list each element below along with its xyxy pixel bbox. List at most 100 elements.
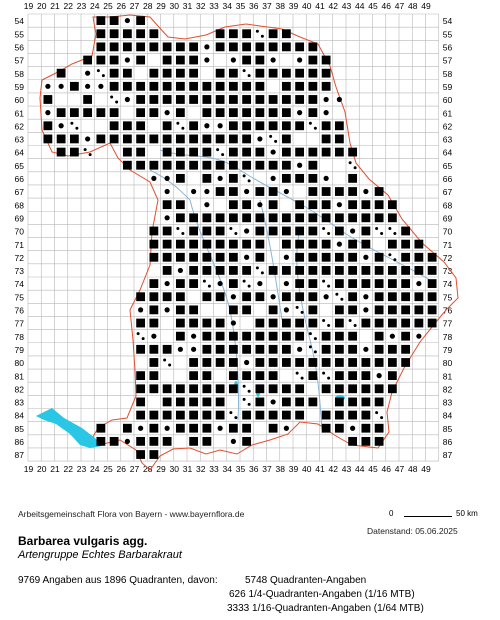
y-label-left: 65 <box>15 161 25 171</box>
quadrant-marker <box>427 318 437 328</box>
quadrant-marker <box>334 331 344 341</box>
quadrant-marker <box>175 134 185 144</box>
quadrant-marker <box>189 226 199 236</box>
y-label-left: 69 <box>15 213 25 223</box>
quadrant-marker <box>374 318 384 328</box>
x-label-top: 23 <box>77 1 87 11</box>
quadrant-marker <box>149 42 159 52</box>
quadrant-marker <box>149 344 159 354</box>
quarter-quadrant-marker <box>244 254 250 260</box>
quadrant-marker <box>43 95 53 104</box>
y-label-right: 85 <box>443 424 453 434</box>
quadrant-marker <box>228 173 238 183</box>
quadrant-marker <box>175 160 185 170</box>
quarter-quadrant-marker <box>204 44 210 50</box>
quarter-quadrant-marker <box>45 83 51 89</box>
quadrant-marker <box>149 410 159 420</box>
quadrant-marker <box>268 266 278 275</box>
x-label-top: 32 <box>196 1 206 11</box>
quarter-quadrant-marker <box>244 228 250 234</box>
quadrant-marker <box>414 252 424 262</box>
y-label-right: 77 <box>443 319 453 329</box>
quadrant-marker <box>162 410 172 420</box>
x-label-bottom: 48 <box>408 464 418 474</box>
quadrant-marker <box>228 239 238 249</box>
quadrant-marker <box>189 318 199 328</box>
quadrant-marker <box>202 358 212 367</box>
quadrant-marker <box>295 95 305 104</box>
quarter-quadrant-marker <box>164 425 170 431</box>
quarter-quadrant-marker <box>204 57 210 63</box>
quadrant-marker <box>387 305 397 315</box>
quadrant-marker <box>202 81 212 91</box>
quadrant-marker <box>281 42 291 52</box>
quadrant-marker <box>189 134 199 144</box>
quadrant-marker <box>281 160 291 170</box>
quadrant-marker <box>56 147 66 157</box>
quadrant-marker <box>122 68 132 78</box>
x-label-bottom: 35 <box>236 464 246 474</box>
quadrant-marker <box>295 213 305 223</box>
quarter-quadrant-marker <box>350 228 356 234</box>
sixteenth-quadrant-marker <box>247 284 251 288</box>
quadrant-marker <box>189 252 199 262</box>
quadrant-marker <box>255 239 265 249</box>
quarter-quadrant-marker <box>98 83 104 89</box>
quadrant-marker <box>348 305 358 315</box>
quadrant-marker <box>374 292 384 302</box>
quadrant-marker <box>295 410 305 420</box>
quarter-quadrant-marker <box>323 96 329 103</box>
y-label-right: 54 <box>443 16 453 26</box>
quadrant-marker <box>308 397 318 407</box>
sixteenth-quadrant-marker <box>327 284 331 288</box>
quadrant-marker <box>215 358 225 367</box>
quadrant-marker <box>202 160 212 170</box>
sixteenth-quadrant-marker <box>353 166 357 170</box>
quarter-quadrant-marker <box>416 333 422 339</box>
quarter-quadrant-marker <box>151 333 157 339</box>
quadrant-marker <box>281 213 291 223</box>
quadrant-marker <box>308 42 318 52</box>
quadrant-marker <box>334 397 344 407</box>
y-label-left: 81 <box>15 371 25 381</box>
quarter-quadrant-marker <box>230 320 236 326</box>
y-label-right: 80 <box>443 358 453 368</box>
quadrant-marker <box>268 108 278 118</box>
quadrant-marker <box>321 200 331 210</box>
quarter-quadrant-marker <box>244 359 250 366</box>
quarter-quadrant-marker <box>58 123 64 129</box>
quadrant-marker <box>162 95 172 104</box>
y-label-right: 65 <box>443 161 453 171</box>
y-label-right: 84 <box>443 411 453 421</box>
y-label-right: 55 <box>443 29 453 39</box>
quadrant-marker <box>255 226 265 236</box>
sixteenth-quadrant-marker <box>269 134 273 138</box>
sixteenth-quadrant-marker <box>242 384 246 388</box>
y-label-left: 83 <box>15 398 25 408</box>
quadrant-marker <box>295 173 305 183</box>
quadrant-marker <box>281 95 291 104</box>
x-label-bottom: 31 <box>183 464 193 474</box>
quadrant-marker <box>242 134 252 144</box>
quadrant-marker <box>334 266 344 275</box>
quarter-quadrant-marker <box>85 70 91 76</box>
quadrant-marker <box>374 213 384 223</box>
quadrant-marker <box>56 68 66 78</box>
quadrant-marker <box>414 305 424 315</box>
sixteenth-quadrant-marker <box>322 371 326 375</box>
x-label-top: 43 <box>342 1 352 11</box>
quarter-quadrant-marker <box>376 373 382 379</box>
quadrant-marker <box>321 384 331 394</box>
x-label-bottom: 42 <box>329 464 339 474</box>
x-label-bottom: 29 <box>156 464 166 474</box>
quadrant-marker <box>122 423 132 433</box>
y-label-left: 66 <box>15 174 25 184</box>
quadrant-marker <box>228 384 238 394</box>
quadrant-marker <box>162 147 172 157</box>
quadrant-marker <box>83 55 93 65</box>
quadrant-marker <box>189 42 199 52</box>
quadrant-marker <box>136 384 146 394</box>
detail-quadrants: 5748 Quadranten-Angaben <box>245 575 367 586</box>
quarter-quadrant-marker <box>389 333 395 339</box>
quadrant-marker <box>175 292 185 302</box>
